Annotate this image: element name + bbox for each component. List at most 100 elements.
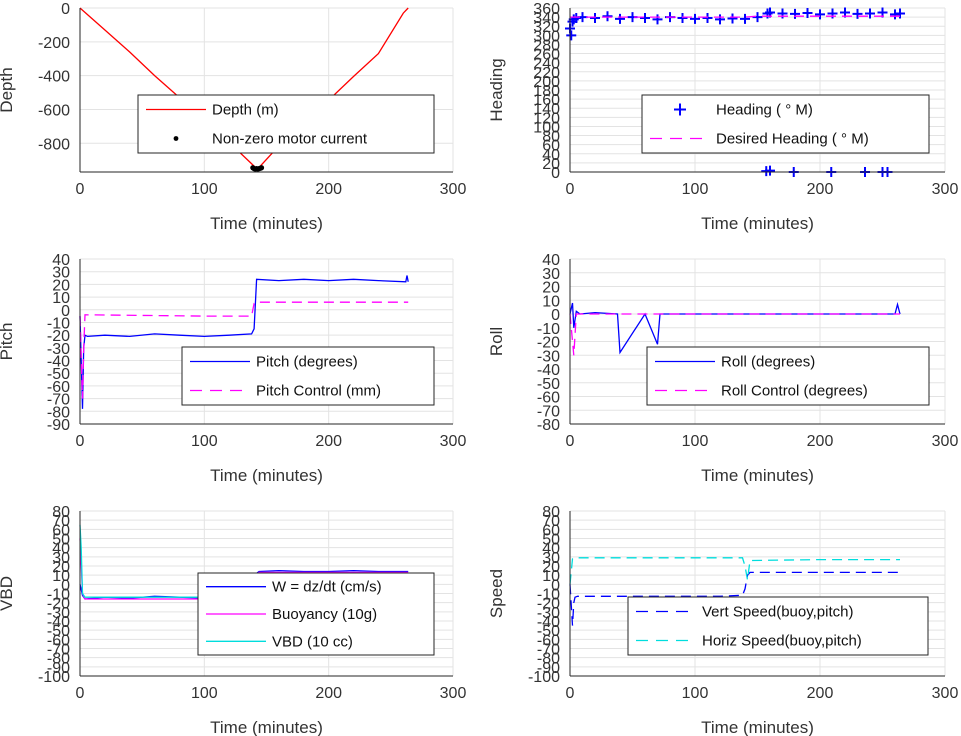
legend-box — [641, 94, 930, 154]
y-tick-label: 10 — [542, 293, 560, 310]
legend-box — [627, 596, 929, 656]
y-axis-label: Roll — [487, 327, 506, 356]
legend-label: Roll Control (degrees) — [721, 383, 868, 400]
series-point — [715, 14, 725, 25]
y-tick-label: -60 — [47, 632, 70, 649]
y-tick-label: 140 — [533, 101, 560, 118]
series-point — [690, 13, 700, 24]
x-tick-label: 100 — [191, 433, 218, 450]
y-tick-label: -40 — [47, 354, 70, 371]
legend-label: Heading ( ° M) — [716, 102, 813, 119]
series-line — [79, 275, 409, 409]
x-tick-label: 300 — [440, 181, 467, 198]
x-tick-label: 0 — [566, 181, 575, 198]
y-tick-label: -70 — [537, 403, 560, 420]
y-axis-label: VBD — [0, 576, 16, 611]
series-point — [677, 13, 688, 24]
legend-label: Non-zero motor current — [212, 131, 368, 148]
legend-label: Vert Speed(buoy,pitch) — [702, 604, 853, 621]
y-tick-label: 240 — [533, 56, 560, 73]
y-tick-label: 220 — [533, 65, 560, 82]
y-tick-label: 40 — [542, 147, 560, 164]
y-tick-label: 260 — [533, 47, 560, 64]
legend-label: Depth (m) — [212, 102, 279, 119]
y-tick-label: 50 — [542, 532, 560, 549]
y-tick-label: 10 — [52, 568, 70, 585]
y-tick-label: -90 — [537, 660, 560, 677]
x-axis-label: Time (minutes) — [701, 466, 814, 485]
y-axis-label: Heading — [487, 58, 506, 121]
series-point — [752, 12, 763, 23]
x-tick-label: 300 — [440, 685, 467, 702]
chart-panel-4: 0 100 200 30080706050403020100-10-20-30-40-… — [0, 504, 466, 736]
x-axis-label: Time (minutes) — [701, 718, 814, 736]
y-tick-label: 40 — [52, 541, 70, 558]
y-tick-label: -30 — [47, 605, 70, 622]
y-tick-label: 80 — [542, 129, 560, 146]
x-axis-label: Time (minutes) — [701, 214, 814, 233]
x-tick-label: 0 — [566, 685, 575, 702]
y-tick-label: -40 — [537, 362, 560, 379]
y-tick-label: 100 — [533, 119, 560, 136]
y-tick-label: 20 — [542, 559, 560, 576]
series-point — [602, 11, 613, 22]
legend: Heading ( ° M) Desired Heading ( ° M) — [641, 94, 930, 154]
series-point — [702, 13, 713, 24]
y-tick-label: 40 — [52, 252, 70, 269]
y-tick-label: -10 — [537, 587, 560, 604]
x-tick-label: 200 — [807, 685, 834, 702]
y-tick-label: 280 — [533, 37, 560, 54]
y-tick-label: -10 — [537, 321, 560, 338]
y-tick-label: -20 — [537, 335, 560, 352]
x-tick-label: 200 — [807, 181, 834, 198]
y-tick-label: 0 — [551, 307, 560, 324]
chart-panel-1: 0 100 200 300020406080100120140160180200220… — [487, 1, 958, 233]
y-axis-label: Pitch — [0, 323, 16, 361]
y-tick-label: -20 — [47, 328, 70, 345]
x-tick-label: 300 — [932, 181, 959, 198]
y-tick-label: -40 — [47, 614, 70, 631]
series-point — [615, 13, 625, 24]
x-axis-label: Time (minutes) — [210, 466, 323, 485]
series-line — [79, 301, 409, 399]
series-point — [727, 13, 738, 24]
y-tick-label: -80 — [47, 404, 70, 421]
y-tick-label: -70 — [47, 392, 70, 409]
x-axis-label: Time (minutes) — [210, 718, 323, 736]
y-tick-label: -100 — [38, 669, 70, 686]
y-tick-label: 0 — [61, 303, 70, 320]
series-point — [652, 14, 663, 25]
legend-label: Desired Heading ( ° M) — [716, 131, 869, 148]
series-point — [740, 13, 750, 24]
x-tick-label: 0 — [76, 181, 85, 198]
legend-box — [646, 346, 930, 406]
x-tick-label: 200 — [315, 685, 342, 702]
y-tick-label: 60 — [52, 522, 70, 539]
y-tick-label: -800 — [38, 136, 70, 153]
y-tick-label: 30 — [52, 265, 70, 282]
x-tick-label: 300 — [440, 433, 467, 450]
y-tick-label: 70 — [542, 513, 560, 530]
legend-label: Horiz Speed(buoy,pitch) — [702, 633, 862, 650]
legend-label: W = dz/dt (cm/s) — [272, 579, 382, 596]
series-point — [815, 9, 825, 20]
y-axis-label: Speed — [487, 569, 506, 618]
y-tick-label: 120 — [533, 110, 560, 127]
legend-label: VBD (10 cc) — [272, 633, 353, 650]
chart-panel-2: 0 100 200 300403020100-10-20-30-40-50-60-70… — [0, 252, 466, 485]
series-point — [865, 8, 875, 19]
y-tick-label: -60 — [47, 379, 70, 396]
y-tick-label: 80 — [52, 504, 70, 521]
series-point — [852, 8, 863, 19]
y-tick-label: -50 — [537, 376, 560, 393]
y-tick-label: 50 — [52, 532, 70, 549]
y-tick-label: -30 — [537, 605, 560, 622]
legend-label: Pitch Control (mm) — [256, 383, 381, 400]
y-tick-label: 60 — [542, 138, 560, 155]
y-tick-label: 10 — [52, 290, 70, 307]
y-tick-label: 320 — [533, 19, 560, 36]
x-tick-label: 0 — [76, 685, 85, 702]
series-line — [569, 557, 900, 585]
chart-panel-3: 0 100 200 300403020100-10-20-30-40-50-60-70… — [487, 252, 958, 485]
